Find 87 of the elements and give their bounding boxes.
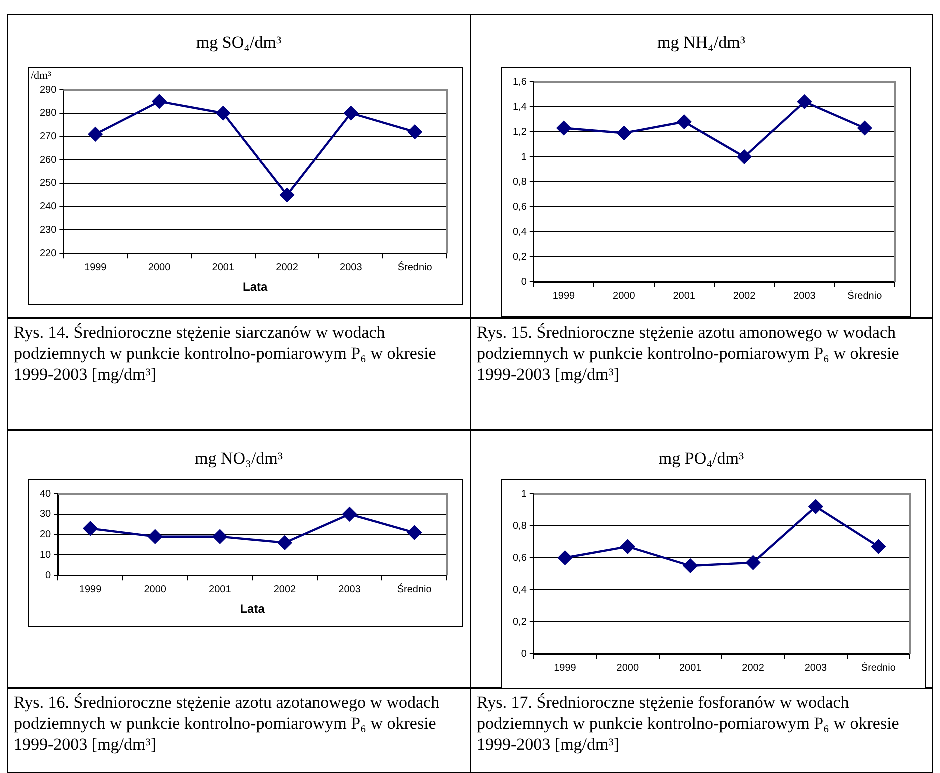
point xyxy=(872,540,886,554)
y-axis-title: /dm³ xyxy=(31,70,52,82)
y-tick-label: 1,4 xyxy=(512,102,528,113)
point xyxy=(407,526,422,540)
y-tick-label: 0,4 xyxy=(512,226,528,238)
y-tick-label: 230 xyxy=(40,224,58,236)
point xyxy=(213,530,228,544)
y-tick-label: 0 xyxy=(521,648,528,660)
x-tick-label: 2003 xyxy=(794,290,816,302)
y-tick-label: 0,2 xyxy=(512,616,528,628)
x-tick-label: 2000 xyxy=(148,262,172,274)
y-tick-label: 0,2 xyxy=(512,252,528,263)
x-tick-label: 2002 xyxy=(276,262,299,274)
y-tick-label: 290 xyxy=(40,84,58,96)
point xyxy=(737,150,752,164)
x-axis-title: Lata xyxy=(243,280,268,294)
y-tick-label: 280 xyxy=(40,108,58,120)
x-tick-label: 1999 xyxy=(79,584,102,596)
y-tick-label: 1 xyxy=(521,152,528,163)
y-tick-label: 20 xyxy=(40,530,52,541)
point xyxy=(558,550,572,566)
x-tick-label: 2000 xyxy=(144,584,167,596)
x-tick-label: 2000 xyxy=(616,662,640,674)
point xyxy=(342,507,357,522)
x-tick-label: 2003 xyxy=(338,584,362,596)
point xyxy=(148,530,162,544)
x-tick-label: 2002 xyxy=(274,584,297,596)
y-tick-label: 260 xyxy=(40,154,58,166)
y-tick-label: 270 xyxy=(40,131,58,142)
point xyxy=(278,536,292,550)
point xyxy=(617,126,632,140)
point xyxy=(216,106,230,120)
x-tick-label: 2001 xyxy=(673,290,696,302)
point xyxy=(808,500,824,514)
y-tick-label: 1,6 xyxy=(512,76,528,88)
y-tick-label: 0,8 xyxy=(512,176,528,188)
point xyxy=(858,121,872,136)
point xyxy=(556,121,572,136)
y-tick-label: 10 xyxy=(40,550,52,561)
point xyxy=(746,556,760,570)
x-tick-label: 1999 xyxy=(552,290,576,302)
y-tick-label: 1 xyxy=(521,488,528,500)
x-tick-label: Średnio xyxy=(397,583,432,596)
y-tick-label: 240 xyxy=(40,202,58,213)
y-tick-label: 40 xyxy=(40,488,52,500)
y-tick-label: 0,6 xyxy=(512,552,528,564)
text: Rys. 14. Średnioroczne stężenie siarczanów w wodach podziemnych w punkcie kontrolno-pomiarowym P₆ w okresie 1999-2003 [mg/dm³] xyxy=(7,318,471,430)
chart-title: mg NO₃/dm³ xyxy=(194,449,284,469)
point xyxy=(798,94,812,110)
x-tick-label: Średnio xyxy=(398,261,433,274)
text: Rys. 17. Średnioroczne stężenie fosforanów w wodach podziemnych w punkcie kontrolno-pomiarowym P₆ w okresie 1999-2003 [mg/dm³] xyxy=(470,688,933,773)
y-tick-label: 0,8 xyxy=(512,520,528,532)
text: Rys. 15. Średnioroczne stężenie azotu amonowego w wodach podziemnych w punkcie kontrolno-pomiarowym P₆ w okresie 1999-2003 [mg/dm³] xyxy=(470,318,933,430)
y-tick-label: 1,2 xyxy=(512,126,528,138)
point xyxy=(620,540,636,554)
x-tick-label: 2000 xyxy=(613,290,636,302)
point xyxy=(677,114,692,130)
chart-title: mg NH₄/dm³ xyxy=(656,33,746,53)
chart-title: mg PO₄/dm³ xyxy=(658,449,746,469)
x-tick-label: 2003 xyxy=(340,262,363,274)
point xyxy=(83,522,98,536)
x-tick-label: 2002 xyxy=(742,662,765,674)
point xyxy=(408,124,422,140)
x-tick-label: 2003 xyxy=(804,662,828,674)
y-tick-label: 30 xyxy=(40,509,52,520)
y-tick-label: 0 xyxy=(521,276,528,288)
x-tick-label: Średnio xyxy=(848,290,883,302)
y-tick-label: 0 xyxy=(46,570,52,582)
point xyxy=(88,127,103,142)
point xyxy=(152,94,167,109)
x-tick-label: 1999 xyxy=(84,262,108,274)
y-tick-label: 220 xyxy=(40,248,58,260)
point xyxy=(344,106,358,120)
x-tick-label: 2001 xyxy=(212,262,235,274)
x-tick-label: 1999 xyxy=(554,662,577,674)
x-axis-title: Lata xyxy=(240,602,266,616)
chart-title: mg SO₄/dm³ xyxy=(195,33,283,53)
x-tick-label: 2001 xyxy=(679,662,702,674)
x-tick-label: Średnio xyxy=(861,662,896,674)
y-tick-label: 0,4 xyxy=(512,584,528,596)
point xyxy=(684,558,698,574)
point xyxy=(280,188,294,202)
y-tick-label: 0,6 xyxy=(512,202,528,213)
x-tick-label: 2001 xyxy=(209,584,232,596)
x-tick-label: 2002 xyxy=(733,290,756,302)
text: Rys. 16. Średnioroczne stężenie azotu azotanowego w wodach podziemnych w punkcie kontrolno-pomiarowym P₆ w okresie 1999-2003 [mg/dm³] xyxy=(7,688,471,773)
y-tick-label: 250 xyxy=(40,178,58,190)
